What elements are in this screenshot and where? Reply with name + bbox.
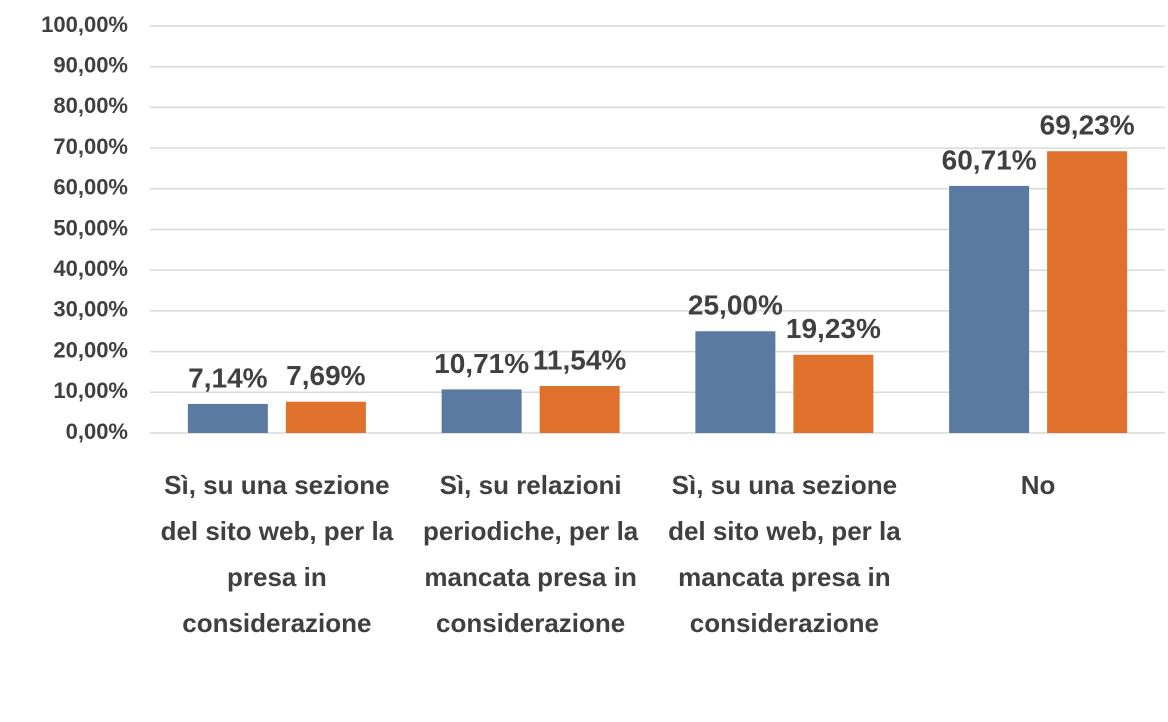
bar <box>1047 151 1128 434</box>
data-label: 25,00% <box>688 290 783 321</box>
data-label: 7,14% <box>188 362 267 393</box>
y-tick-label: 50,00% <box>53 215 128 240</box>
y-tick-label: 80,00% <box>53 93 128 118</box>
y-tick-label: 60,00% <box>53 175 128 200</box>
data-label: 60,71% <box>942 144 1037 175</box>
y-tick-label: 70,00% <box>53 134 128 159</box>
x-tick-label: Sì, su una sezione del sito web, per la … <box>160 470 394 638</box>
x-tick-label: No <box>1020 470 1056 500</box>
data-label: 11,54% <box>533 344 627 375</box>
bar <box>695 331 776 433</box>
data-label: 19,23% <box>786 313 881 344</box>
y-tick-label: 30,00% <box>53 297 128 322</box>
bar <box>539 386 620 433</box>
y-tick-label: 40,00% <box>53 256 128 281</box>
y-tick-label: 20,00% <box>53 337 128 362</box>
bar <box>187 403 268 433</box>
y-tick-label: 100,00% <box>41 12 128 37</box>
bar <box>441 389 522 433</box>
data-label: 7,69% <box>286 360 365 391</box>
x-tick-label: Sì, su relazioni periodiche, per la manc… <box>422 470 639 638</box>
y-tick-label: 90,00% <box>53 53 128 78</box>
bar <box>285 401 366 433</box>
bar <box>949 185 1030 433</box>
data-label: 10,71% <box>434 348 529 379</box>
y-tick-label: 10,00% <box>53 378 128 403</box>
data-label: 69,23% <box>1040 110 1135 141</box>
bar <box>793 354 874 433</box>
x-tick-label: Sì, su una sezione del sito web, per la … <box>668 470 901 638</box>
y-tick-label: 0,00% <box>66 419 128 444</box>
